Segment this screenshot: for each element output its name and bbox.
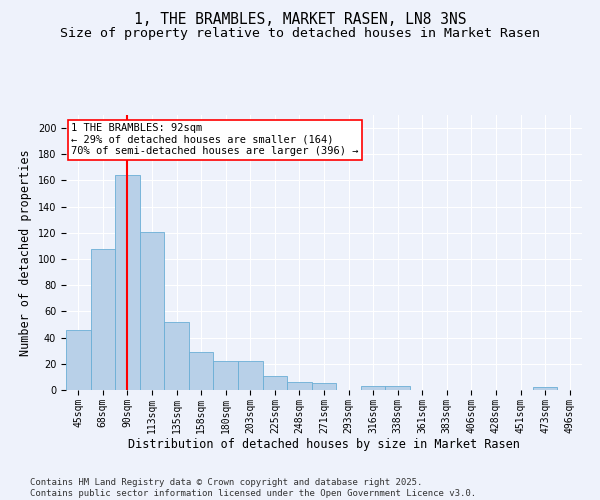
- Text: 1 THE BRAMBLES: 92sqm
← 29% of detached houses are smaller (164)
70% of semi-det: 1 THE BRAMBLES: 92sqm ← 29% of detached …: [71, 123, 359, 156]
- Bar: [312, 384, 336, 390]
- Bar: [238, 361, 263, 390]
- Bar: [263, 376, 287, 390]
- Bar: [287, 382, 312, 390]
- Text: 1, THE BRAMBLES, MARKET RASEN, LN8 3NS: 1, THE BRAMBLES, MARKET RASEN, LN8 3NS: [134, 12, 466, 28]
- Bar: [164, 322, 189, 390]
- Bar: [140, 232, 164, 390]
- Bar: [385, 386, 410, 390]
- Y-axis label: Number of detached properties: Number of detached properties: [19, 149, 32, 356]
- Text: Contains HM Land Registry data © Crown copyright and database right 2025.
Contai: Contains HM Land Registry data © Crown c…: [30, 478, 476, 498]
- X-axis label: Distribution of detached houses by size in Market Rasen: Distribution of detached houses by size …: [128, 438, 520, 452]
- Bar: [115, 175, 140, 390]
- Bar: [91, 248, 115, 390]
- Bar: [533, 388, 557, 390]
- Bar: [361, 386, 385, 390]
- Bar: [189, 352, 214, 390]
- Text: Size of property relative to detached houses in Market Rasen: Size of property relative to detached ho…: [60, 28, 540, 40]
- Bar: [66, 330, 91, 390]
- Bar: [214, 361, 238, 390]
